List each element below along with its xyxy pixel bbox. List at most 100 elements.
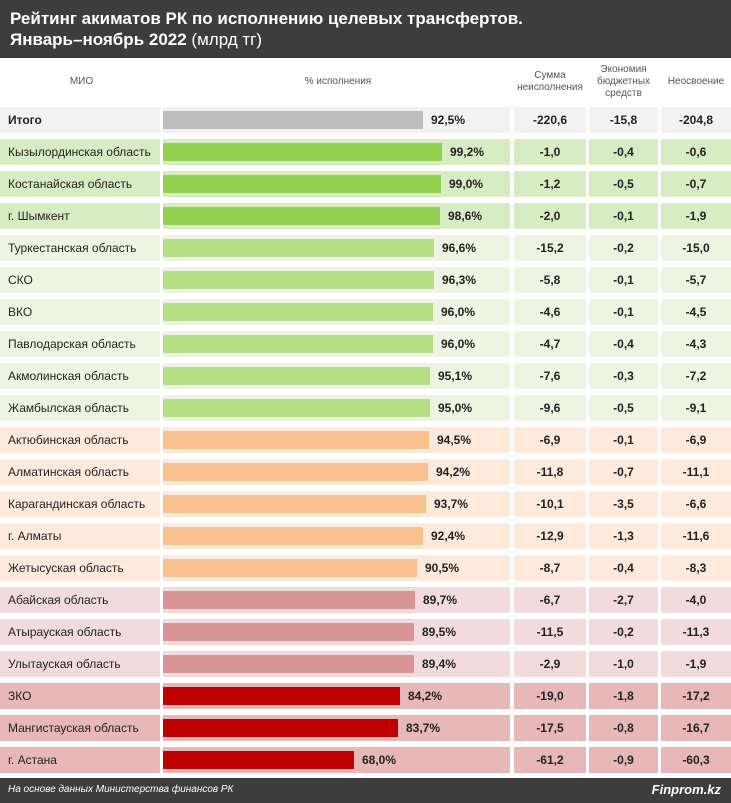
table-row: Алматинская область 94,2% -11,8 -0,7 -11,1 [0, 459, 731, 485]
value-c2: -15,8 [609, 113, 638, 127]
bar-value-label: 90,5% [425, 561, 460, 575]
bar-value-label: 99,2% [450, 145, 485, 159]
region-name: ВКО [8, 305, 33, 319]
value-c3: -204,8 [678, 113, 714, 127]
bar-value-label: 84,2% [408, 689, 443, 703]
row-background [514, 267, 586, 293]
value-c3: -60,3 [682, 753, 710, 767]
region-name: СКО [8, 273, 33, 287]
row-background [589, 747, 658, 773]
row-background [661, 619, 731, 645]
bar [163, 431, 429, 449]
value-c1: -220,6 [532, 113, 568, 127]
column-header-c2-line: средств [605, 88, 642, 99]
row-background [661, 235, 731, 261]
table-row: г. Шымкент 98,6% -2,0 -0,1 -1,9 [0, 203, 731, 229]
row-background [661, 683, 731, 709]
chart-footer: На основе данных Министерства финансов Р… [0, 778, 731, 803]
value-c3: -4,0 [685, 593, 707, 607]
row-background [661, 715, 731, 741]
row-background [589, 139, 658, 165]
bar-value-label: 99,0% [449, 177, 484, 191]
row-background [589, 331, 658, 357]
value-c1: -2,0 [539, 209, 561, 223]
row-background [0, 235, 160, 261]
row-background [514, 491, 586, 517]
value-c1: -6,7 [539, 593, 561, 607]
value-c2: -0,4 [613, 337, 634, 351]
value-c1: -4,6 [539, 305, 561, 319]
value-c2: -0,1 [613, 433, 634, 447]
value-c2: -0,2 [613, 625, 634, 639]
bar-value-label: 93,7% [434, 497, 469, 511]
row-background [514, 171, 586, 197]
row-background [514, 107, 586, 133]
row-background [661, 747, 731, 773]
period-label: Январь–ноябрь 2022 [10, 30, 187, 49]
row-background [514, 363, 586, 389]
row-background [0, 171, 160, 197]
bar [163, 559, 417, 577]
value-c2: -2,7 [613, 593, 634, 607]
row-background [0, 363, 160, 389]
table-row: г. Алматы 92,4% -12,9 -1,3 -11,6 [0, 523, 731, 549]
region-name: Улытауская область [8, 657, 121, 671]
table-row: Костанайская область 99,0% -1,2 -0,5 -0,7 [0, 171, 731, 197]
row-background [661, 587, 731, 613]
row-background [0, 747, 160, 773]
bar [163, 207, 440, 225]
bar-value-label: 96,6% [442, 241, 477, 255]
row-background [514, 427, 586, 453]
row-background [661, 331, 731, 357]
value-c1: -6,9 [539, 433, 561, 447]
row-background [514, 747, 586, 773]
row-background [0, 427, 160, 453]
row-background [661, 555, 731, 581]
row-background [661, 523, 731, 549]
bar [163, 111, 423, 129]
unit-label: (млрд тг) [191, 30, 263, 49]
bar [163, 271, 434, 289]
region-name: Атырауская область [8, 625, 122, 639]
value-c1: -1,0 [539, 145, 561, 159]
region-name: ЗКО [8, 689, 32, 703]
bar [163, 143, 442, 161]
value-c2: -0,1 [613, 305, 634, 319]
bar-cell: 94,2% [163, 459, 510, 485]
row-background [589, 363, 658, 389]
row-background [514, 459, 586, 485]
value-c3: -1,9 [685, 209, 707, 223]
value-c1: -11,5 [536, 625, 564, 639]
column-header-c2: Экономия бюджетных средств [589, 58, 658, 106]
row-background [0, 203, 160, 229]
chart-title: Рейтинг акиматов РК по исполнению целевы… [10, 9, 523, 28]
value-c3: -17,2 [682, 689, 710, 703]
bar-cell: 93,7% [163, 491, 510, 517]
bar-cell: 99,2% [163, 139, 510, 165]
bar-value-label: 68,0% [362, 753, 397, 767]
region-name: г. Алматы [8, 529, 62, 543]
region-name: Мангистауская область [8, 721, 139, 735]
region-name: г. Астана [8, 753, 57, 767]
row-background [589, 203, 658, 229]
table-row: Кызылординская область 99,2% -1,0 -0,4 -0,6 [0, 139, 731, 165]
row-background [589, 555, 658, 581]
bar-cell: 99,0% [163, 171, 510, 197]
value-c2: -0,2 [613, 241, 634, 255]
bar-value-label: 94,2% [436, 465, 471, 479]
value-c2: -0,7 [613, 465, 634, 479]
value-c1: -7,6 [539, 369, 561, 383]
region-name: Жетысуская область [8, 561, 124, 575]
value-c1: -5,8 [539, 273, 561, 287]
table-row: Туркестанская область 96,6% -15,2 -0,2 -15,0 [0, 235, 731, 261]
row-background [589, 171, 658, 197]
column-header-c3: Неосвоение [661, 58, 731, 106]
region-name: Итого [8, 113, 42, 127]
bar [163, 239, 434, 257]
row-background [514, 331, 586, 357]
column-header-c1: Сумма неисполнения [514, 58, 586, 106]
row-background [661, 363, 731, 389]
bar [163, 175, 441, 193]
value-c3: -11,3 [682, 625, 710, 639]
table-row: г. Астана 68,0% -61,2 -0,9 -60,3 [0, 747, 731, 773]
